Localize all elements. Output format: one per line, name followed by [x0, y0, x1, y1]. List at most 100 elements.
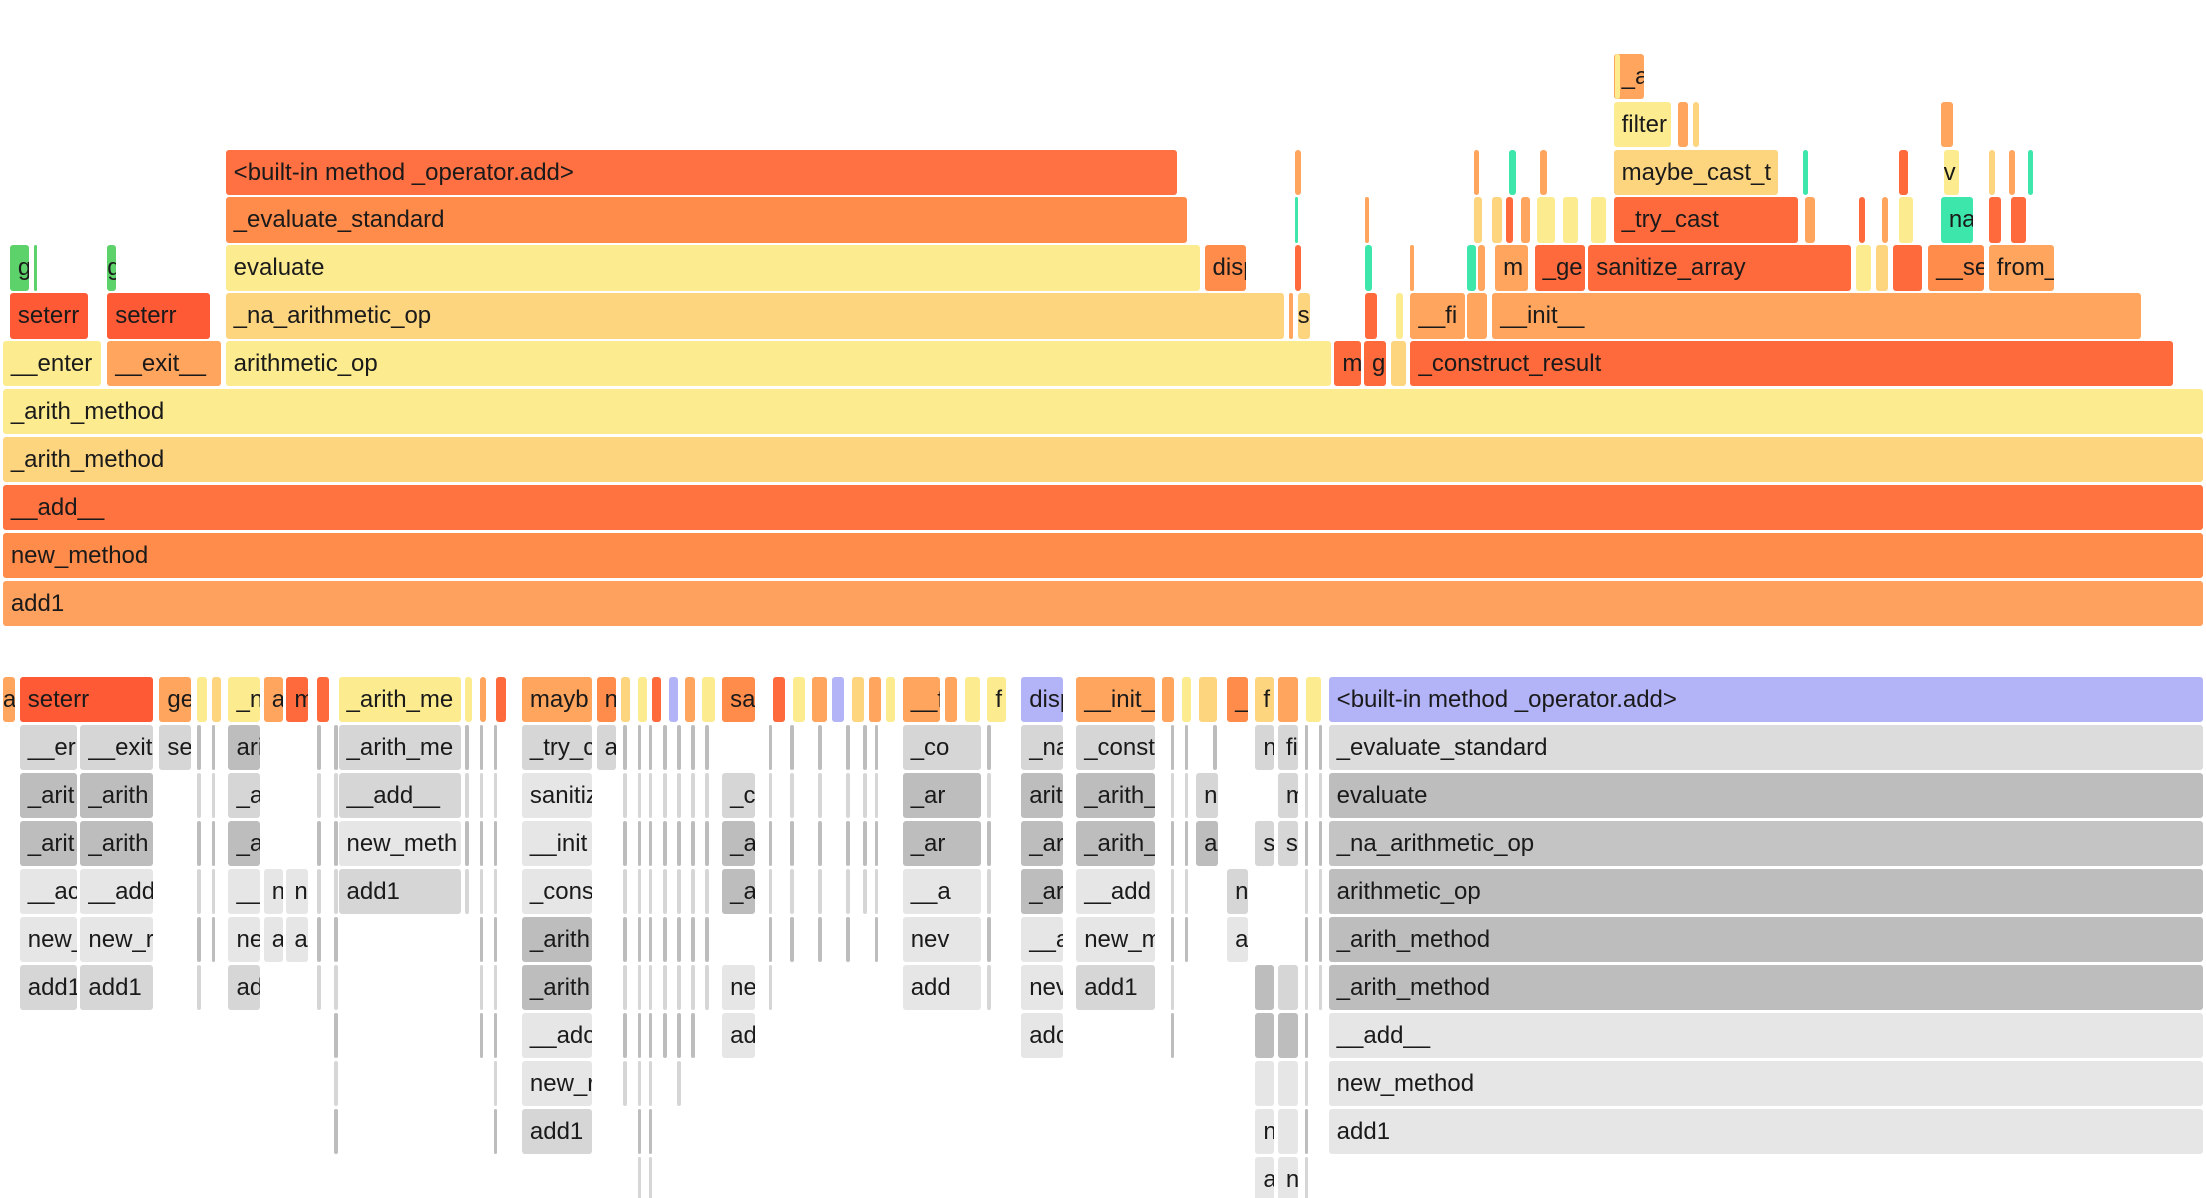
stack-frame-sliver[interactable] — [677, 868, 681, 914]
stack-frame-sliver[interactable] — [662, 772, 667, 819]
stack-frame-sliver[interactable] — [648, 724, 653, 771]
stack-frame-sliver[interactable] — [677, 916, 681, 962]
stack-frame-sliver[interactable] — [1318, 916, 1323, 962]
stack-frame[interactable]: f — [1255, 677, 1275, 723]
stack-frame-sliver[interactable] — [1318, 964, 1323, 1010]
stack-frame[interactable]: mayb — [521, 677, 592, 723]
stack-frame-sliver[interactable] — [662, 1012, 667, 1058]
stack-frame[interactable] — [1478, 245, 1485, 291]
stack-frame[interactable] — [1856, 245, 1872, 291]
stack-frame[interactable]: __add__ — [1328, 1012, 2203, 1058]
stack-frame[interactable]: evaluate — [1328, 772, 2203, 819]
stack-frame-sliver[interactable] — [1213, 724, 1217, 771]
stack-frame[interactable] — [1255, 964, 1275, 1010]
stack-frame-sliver[interactable] — [789, 820, 794, 867]
stack-frame[interactable] — [1390, 341, 1406, 387]
stack-frame[interactable]: from_ — [1988, 245, 2055, 291]
stack-frame-sliver[interactable] — [465, 868, 470, 914]
stack-frame[interactable] — [479, 677, 487, 723]
stack-frame[interactable]: s — [1255, 820, 1275, 867]
stack-frame-sliver[interactable] — [317, 964, 321, 1010]
stack-frame-sliver[interactable] — [818, 772, 822, 819]
stack-frame[interactable] — [1540, 149, 1547, 195]
stack-frame-sliver[interactable] — [493, 820, 498, 867]
stack-frame-sliver[interactable] — [211, 820, 216, 867]
stack-frame-sliver[interactable] — [987, 820, 991, 867]
stack-frame-sliver[interactable] — [637, 820, 642, 867]
stack-frame-sliver[interactable] — [1184, 868, 1189, 914]
stack-frame-sliver[interactable] — [648, 1060, 653, 1106]
stack-frame[interactable] — [792, 677, 805, 723]
stack-frame[interactable] — [885, 677, 896, 723]
stack-frame[interactable] — [964, 677, 980, 723]
stack-frame-sliver[interactable] — [1304, 1012, 1309, 1058]
stack-frame[interactable]: n — [263, 868, 283, 914]
stack-frame[interactable]: new_m — [1076, 916, 1155, 962]
stack-frame-sliver[interactable] — [334, 772, 338, 819]
stack-frame-sliver[interactable] — [1304, 1108, 1309, 1154]
stack-frame[interactable]: ne — [722, 964, 756, 1010]
stack-frame-sliver[interactable] — [623, 868, 628, 914]
stack-frame[interactable]: _evaluate_standard — [1328, 724, 2203, 771]
stack-frame-sliver[interactable] — [197, 772, 202, 819]
stack-frame[interactable]: _arit — [19, 772, 77, 819]
stack-frame-sliver[interactable] — [637, 1060, 642, 1106]
stack-frame[interactable]: __init__ — [1492, 293, 2141, 339]
stack-frame[interactable] — [1988, 149, 1996, 195]
stack-frame-sliver[interactable] — [677, 1012, 681, 1058]
stack-frame-sliver[interactable] — [1318, 772, 1323, 819]
stack-frame[interactable]: __adc — [521, 1012, 592, 1058]
stack-frame[interactable] — [1881, 197, 1889, 243]
stack-frame-sliver[interactable] — [677, 772, 681, 819]
stack-frame[interactable]: _arit — [19, 820, 77, 867]
stack-frame[interactable]: sanitiz — [521, 772, 592, 819]
stack-frame[interactable] — [2028, 149, 2034, 195]
stack-frame-sliver[interactable] — [623, 964, 628, 1010]
stack-frame[interactable]: n — [1255, 724, 1275, 771]
stack-frame-sliver[interactable] — [1304, 1060, 1309, 1106]
stack-frame-sliver[interactable] — [493, 772, 498, 819]
stack-frame[interactable]: _ar — [1021, 820, 1063, 867]
stack-frame-sliver[interactable] — [637, 1108, 642, 1154]
stack-frame[interactable] — [1162, 677, 1175, 723]
stack-frame-sliver[interactable] — [789, 724, 794, 771]
stack-frame[interactable]: __exit__ — [107, 341, 221, 387]
stack-frame[interactable]: _arith_method — [1328, 916, 2203, 962]
stack-frame-sliver[interactable] — [648, 964, 653, 1010]
stack-frame[interactable]: <built-in method _operator.add> — [1328, 677, 2203, 723]
stack-frame[interactable]: a — [263, 677, 283, 723]
stack-frame[interactable] — [317, 677, 330, 723]
stack-frame-sliver[interactable] — [1170, 820, 1175, 867]
stack-frame[interactable]: a — [1196, 820, 1219, 867]
stack-frame-sliver[interactable] — [691, 820, 695, 867]
stack-frame[interactable]: _n — [228, 677, 261, 723]
stack-frame[interactable]: __add — [1076, 868, 1155, 914]
stack-frame-sliver[interactable] — [623, 1012, 628, 1058]
stack-frame-sliver[interactable] — [846, 724, 850, 771]
stack-frame-sliver[interactable] — [677, 1060, 681, 1106]
stack-frame[interactable]: _arith_ — [1076, 820, 1155, 867]
stack-frame[interactable]: __init_ — [1076, 677, 1155, 723]
stack-frame-sliver[interactable] — [1304, 916, 1309, 962]
stack-frame[interactable] — [1898, 149, 1908, 195]
stack-frame-sliver[interactable] — [211, 724, 216, 771]
stack-frame-sliver[interactable] — [987, 724, 991, 771]
stack-frame-sliver[interactable] — [334, 916, 338, 962]
stack-frame-sliver[interactable] — [211, 916, 216, 962]
stack-frame[interactable]: n — [596, 677, 616, 723]
stack-frame[interactable]: s — [1297, 293, 1310, 339]
stack-frame[interactable]: __a — [1021, 916, 1063, 962]
stack-frame-sliver[interactable] — [1170, 916, 1175, 962]
stack-frame[interactable]: add1 — [338, 868, 461, 914]
stack-frame[interactable]: ne — [228, 916, 261, 962]
stack-frame[interactable]: _evaluate_standard — [225, 197, 1188, 243]
stack-frame-sliver[interactable] — [334, 724, 338, 771]
stack-frame-sliver[interactable] — [493, 1108, 498, 1154]
stack-frame-sliver[interactable] — [479, 1012, 484, 1058]
stack-frame[interactable] — [2008, 149, 2015, 195]
stack-frame-sliver[interactable] — [479, 916, 484, 962]
stack-frame-sliver[interactable] — [1304, 724, 1309, 771]
stack-frame[interactable] — [945, 677, 958, 723]
stack-frame[interactable]: a — [596, 724, 616, 771]
stack-frame-sliver[interactable] — [637, 964, 642, 1010]
